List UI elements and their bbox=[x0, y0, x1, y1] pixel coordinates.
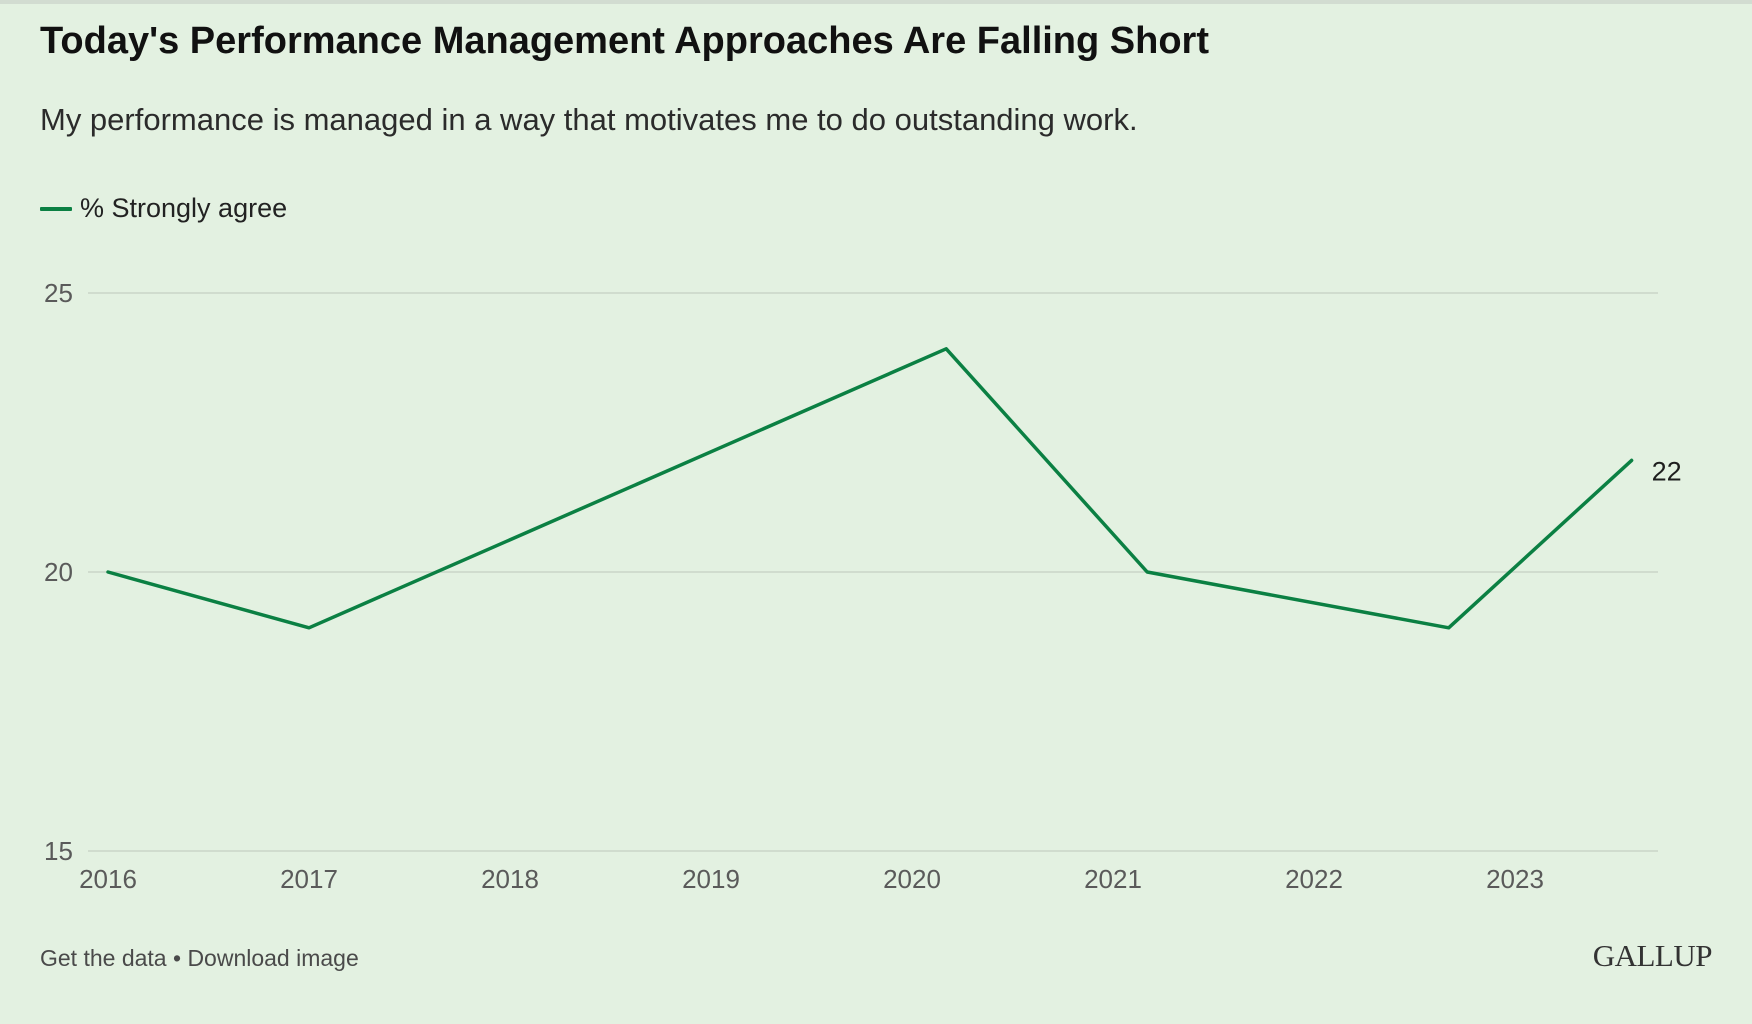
x-tick-label: 2019 bbox=[682, 864, 740, 894]
x-tick-label: 2017 bbox=[280, 864, 338, 894]
end-value-label: 22 bbox=[1652, 456, 1682, 486]
chart-subtitle: My performance is managed in a way that … bbox=[40, 102, 1138, 137]
legend: % Strongly agree bbox=[40, 193, 287, 224]
x-axis-ticks: 2016 2017 2018 2019 2020 2021 2022 2023 bbox=[79, 864, 1544, 894]
y-tick-label: 25 bbox=[44, 278, 73, 308]
series: 22 bbox=[106, 347, 1682, 630]
y-tick-label: 15 bbox=[44, 836, 73, 866]
chart-title: Today's Performance Management Approache… bbox=[40, 20, 1210, 62]
footer-separator: • bbox=[172, 945, 182, 971]
x-tick-label: 2022 bbox=[1285, 864, 1343, 894]
download-image-link[interactable]: Download image bbox=[187, 945, 359, 971]
x-tick-label: 2018 bbox=[481, 864, 539, 894]
gridlines bbox=[88, 292, 1658, 852]
top-border bbox=[0, 0, 1752, 4]
get-data-link[interactable]: Get the data bbox=[40, 945, 167, 971]
gallup-logo: GALLUP bbox=[1592, 938, 1713, 973]
y-tick-label: 20 bbox=[44, 557, 73, 587]
legend-swatch bbox=[40, 206, 72, 211]
series-line bbox=[106, 347, 1634, 630]
footer-links: Get the data • Download image bbox=[40, 945, 359, 972]
y-axis-ticks: 15 20 25 bbox=[44, 278, 73, 866]
x-tick-label: 2021 bbox=[1084, 864, 1142, 894]
x-tick-label: 2016 bbox=[79, 864, 137, 894]
x-tick-label: 2020 bbox=[883, 864, 941, 894]
legend-label: % Strongly agree bbox=[80, 193, 288, 223]
x-tick-label: 2023 bbox=[1486, 864, 1544, 894]
